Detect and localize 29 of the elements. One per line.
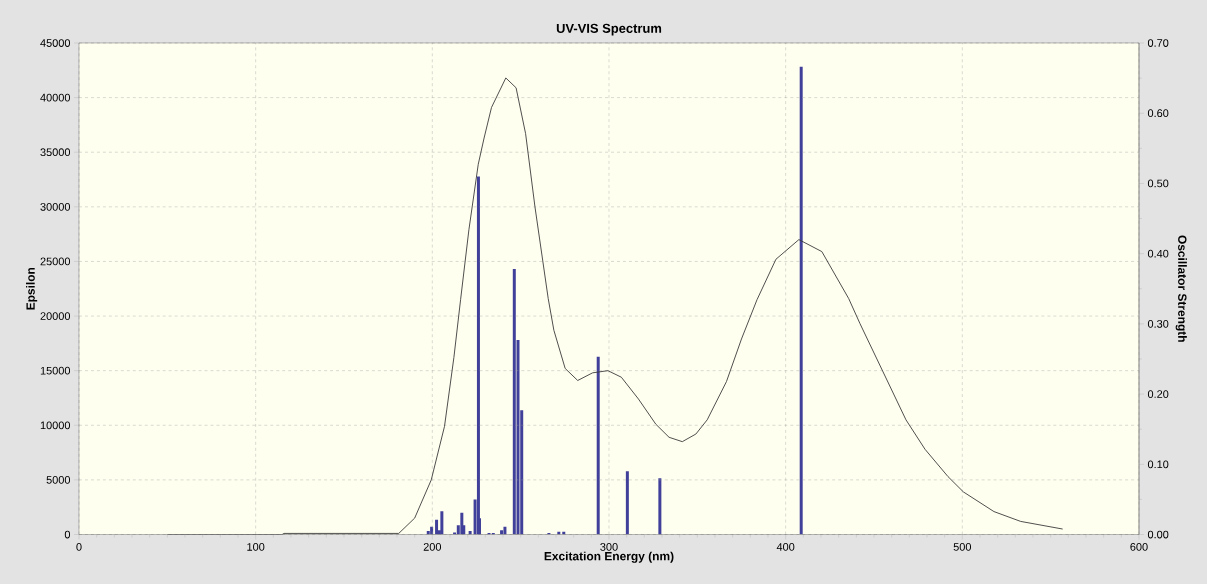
chart-title: UV-VIS Spectrum xyxy=(556,23,662,36)
y2-tick-label: 0.10 xyxy=(1147,460,1169,469)
x-tick-label: 300 xyxy=(600,543,618,551)
x-tick-label: 500 xyxy=(953,543,972,551)
y-tick-label: 25000 xyxy=(40,257,71,266)
y2-tick-label: 0.00 xyxy=(1147,530,1169,539)
y-tick-label: 10000 xyxy=(40,421,71,430)
y-axis-title: Epsilon xyxy=(26,267,38,310)
y2-axis-title: Oscillator Strength xyxy=(1175,235,1187,342)
y-tick-label: 45000 xyxy=(40,39,71,47)
y-tick-label: 40000 xyxy=(40,93,71,102)
x-tick-label: 200 xyxy=(423,543,442,551)
y2-tick-label: 0.50 xyxy=(1147,179,1169,188)
x-tick-label: 0 xyxy=(76,543,82,551)
y2-tick-label: 0.60 xyxy=(1147,109,1169,118)
y2-tick-label: 0.70 xyxy=(1147,39,1169,47)
y-tick-label: 30000 xyxy=(40,202,71,211)
y-tick-label: 0 xyxy=(64,530,71,539)
x-axis-title: Excitation Energy (nm) xyxy=(544,551,674,563)
y-tick-label: 35000 xyxy=(40,148,71,157)
y-tick-label: 5000 xyxy=(46,476,71,484)
y-tick-label: 20000 xyxy=(40,312,71,320)
x-tick-label: 600 xyxy=(1130,543,1148,551)
x-tick-label: 400 xyxy=(776,543,795,551)
y2-tick-label: 0.30 xyxy=(1147,319,1169,328)
y-tick-label: 15000 xyxy=(40,366,71,375)
x-tick-label: 100 xyxy=(247,543,265,551)
y2-tick-label: 0.20 xyxy=(1147,390,1169,398)
y2-tick-label: 0.40 xyxy=(1147,249,1169,258)
